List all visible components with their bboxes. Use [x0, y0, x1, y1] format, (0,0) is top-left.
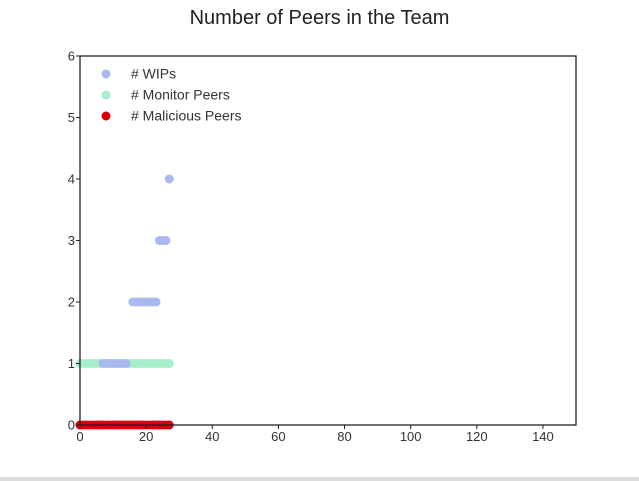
- y-tick-label: 5: [68, 110, 75, 125]
- series-2: [98, 174, 174, 368]
- y-tick-label: 4: [68, 172, 75, 187]
- data-point: [164, 174, 174, 184]
- legend-marker: [101, 90, 111, 100]
- y-tick-label: 3: [68, 233, 75, 248]
- x-tick-label: 20: [139, 429, 153, 444]
- plot-layer: [75, 174, 174, 430]
- legend: # WIPs # Monitor Peers # Malicious Peers: [101, 66, 242, 124]
- legend-label: # Monitor Peers: [131, 87, 230, 103]
- y-tick-label: 6: [68, 49, 75, 64]
- chart-title: Number of Peers in the Team: [190, 7, 450, 29]
- data-point: [151, 297, 161, 307]
- x-tick-label: 60: [271, 429, 285, 444]
- data-point: [161, 236, 171, 245]
- x-tick-label: 80: [337, 429, 351, 444]
- x-tick-label: 140: [532, 429, 554, 444]
- data-point: [121, 359, 131, 368]
- y-tick-label: 1: [68, 356, 75, 371]
- legend-label: # Malicious Peers: [131, 108, 242, 124]
- x-tick-label: 120: [466, 429, 488, 444]
- data-point: [164, 359, 174, 368]
- bottom-divider: [0, 477, 639, 481]
- legend-label: # WIPs: [131, 66, 176, 82]
- legend-marker: [101, 69, 111, 79]
- axes-layer: 0 20 40 60 80 100 120 140 0 1 2 3 4 5 6: [68, 49, 577, 444]
- x-tick-label: 40: [205, 429, 219, 444]
- x-tick-label: 0: [76, 429, 83, 444]
- legend-marker: [101, 111, 111, 121]
- y-tick-label: 0: [68, 418, 75, 433]
- x-tick-label: 100: [400, 429, 422, 444]
- y-tick-label: 2: [68, 295, 75, 310]
